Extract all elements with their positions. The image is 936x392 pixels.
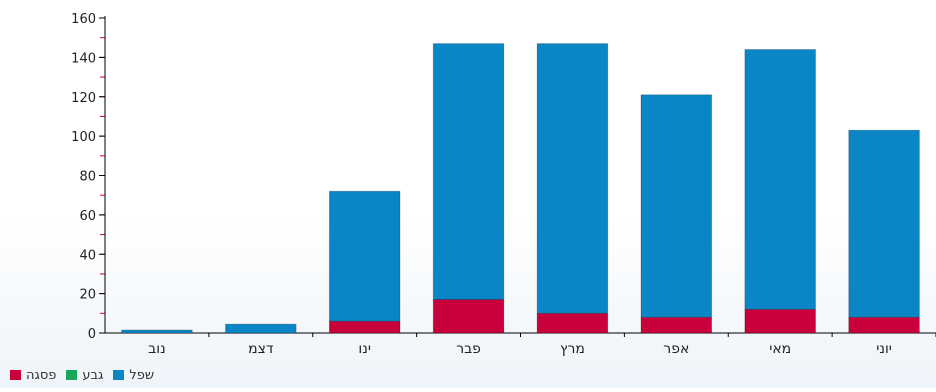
bar-segment bbox=[225, 323, 297, 334]
legend-label: פסגה bbox=[26, 367, 57, 383]
x-tick-label: ינו bbox=[358, 341, 371, 357]
legend-swatch bbox=[113, 370, 125, 380]
bar-segment bbox=[121, 329, 193, 334]
bar-segment bbox=[848, 129, 920, 318]
y-tick-label: 40 bbox=[79, 248, 96, 263]
y-tick-label: 100 bbox=[71, 130, 96, 145]
x-tick-label: פבר bbox=[456, 341, 481, 357]
legend: פסגה גבע שפל bbox=[10, 366, 164, 384]
y-tick-label: 0 bbox=[88, 327, 96, 342]
legend-swatch bbox=[10, 370, 21, 380]
x-tick-label: דצמ bbox=[248, 341, 274, 357]
x-tick-label: אפר bbox=[663, 341, 689, 357]
bar-segment bbox=[432, 299, 505, 334]
legend-item: שפל bbox=[113, 368, 154, 383]
bar-segment bbox=[848, 316, 920, 334]
bar-segment bbox=[640, 94, 713, 318]
legend-swatch bbox=[66, 370, 78, 380]
bar-segment bbox=[744, 49, 816, 310]
x-tick-label: נוב bbox=[148, 341, 166, 357]
bar-segment bbox=[536, 43, 609, 314]
y-tick-label: 60 bbox=[79, 209, 96, 224]
y-tick-label: 160 bbox=[71, 12, 96, 27]
legend-item: פסגה bbox=[10, 368, 56, 383]
y-tick-label: 80 bbox=[79, 170, 96, 185]
bar-segment bbox=[744, 308, 816, 334]
bar-segment bbox=[536, 312, 609, 334]
legend-label: גבע bbox=[82, 367, 104, 383]
bar-segment bbox=[328, 320, 401, 334]
y-tick-label: 20 bbox=[79, 288, 96, 303]
legend-item: גבע bbox=[66, 368, 103, 383]
bar-segment bbox=[432, 43, 505, 300]
x-tick-label: מאי bbox=[769, 341, 791, 357]
y-tick-label: 120 bbox=[71, 91, 96, 106]
x-tick-label: יוני bbox=[876, 341, 892, 357]
bar-segment bbox=[328, 190, 401, 322]
y-tick-label: 140 bbox=[71, 51, 96, 66]
bar-segment bbox=[640, 316, 713, 334]
legend-label: שפל bbox=[129, 367, 155, 383]
x-tick-label: מרץ bbox=[560, 341, 585, 357]
